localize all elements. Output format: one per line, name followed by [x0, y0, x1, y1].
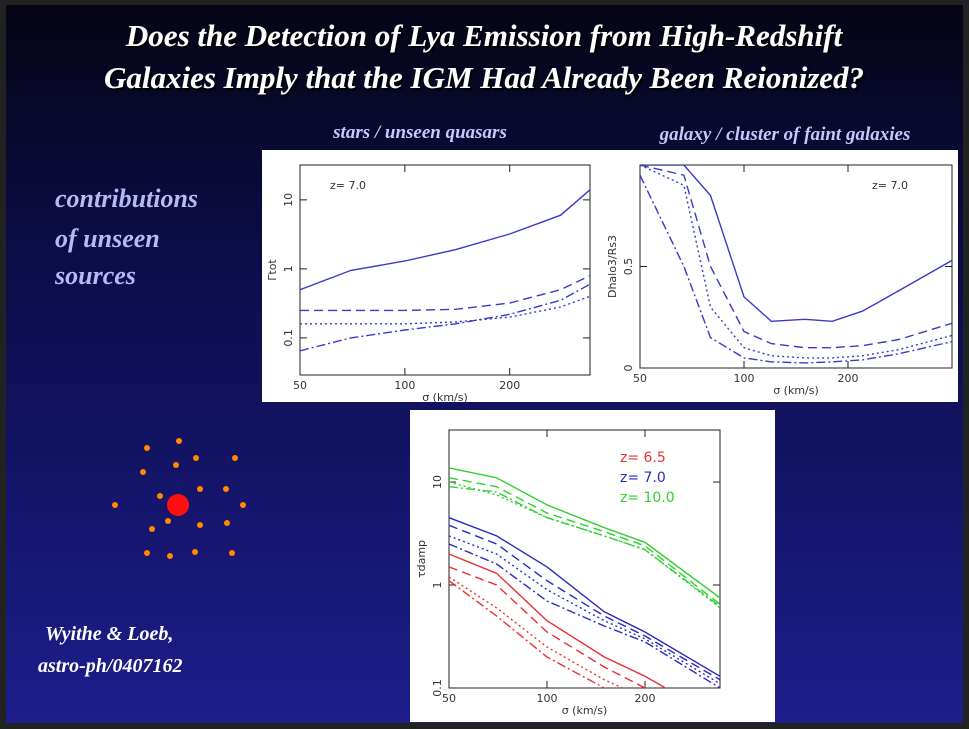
x-tick-label: 50 [633, 372, 647, 385]
data-line [640, 165, 952, 349]
y-tick-label: 1 [431, 582, 444, 589]
data-line [449, 553, 667, 688]
data-line [449, 477, 720, 605]
annotation: z= 7.0 [330, 179, 366, 192]
data-line [449, 517, 720, 677]
annotation: z= 6.5 [620, 450, 666, 466]
x-tick-label: 200 [838, 372, 859, 385]
title: Does the Detection of Lya Emission from … [125, 18, 844, 53]
y-tick-label: 0.5 [622, 258, 635, 276]
y-axis-label: Dhalo3/Rs3 [606, 235, 619, 298]
y-tick-label: 1 [282, 265, 295, 272]
x-tick-label: 200 [499, 379, 520, 392]
data-line [300, 189, 590, 291]
data-line [449, 481, 720, 609]
y-tick-label: 0.1 [282, 329, 295, 347]
citation: Wyithe & Loeb, [45, 623, 173, 645]
y-axis-label: Γtot [266, 259, 279, 281]
x-axis-label: σ (km/s) [562, 704, 608, 717]
annotation: z= 7.0 [872, 179, 908, 192]
y-tick-label: 0.1 [431, 679, 444, 697]
plot: 50 100 200 0.1 1 10 σ (km/s) τdamp z= 6.5 z= 7.0 z… [415, 429, 721, 717]
annotation: z= 7.0 [620, 470, 666, 486]
x-tick-label: 100 [734, 372, 755, 385]
title: Galaxies Imply that the IGM Had Already … [104, 60, 864, 95]
data-line [449, 580, 607, 688]
panel-caption: stars / unseen quasars [332, 122, 507, 143]
data-line [449, 524, 720, 681]
data-line [640, 165, 952, 359]
y-tick-label: 10 [282, 193, 295, 207]
data-line [300, 274, 590, 312]
x-tick-label: 50 [442, 692, 456, 705]
data-line [640, 165, 952, 323]
x-tick-label: 100 [394, 379, 415, 392]
series-group [640, 165, 952, 364]
data-line [449, 566, 647, 688]
x-tick-label: 100 [536, 692, 557, 705]
x-tick-label: 50 [293, 379, 307, 392]
y-axis-label: τdamp [415, 540, 428, 578]
data-line [449, 486, 720, 607]
data-line [640, 174, 952, 364]
panel-caption: galaxy / cluster of faint galaxies [659, 124, 911, 145]
figure-panel [410, 410, 775, 722]
y-tick-label: 0 [622, 365, 635, 372]
plot: 50 100 200 0 0.5 σ (km/s) Dhalo3/Rs3 z= 7.0 [606, 164, 953, 397]
plot: 50 100 200 0.1 1 10 σ (km/s) Γtot z= 7.0 [266, 164, 591, 404]
plot-frame [448, 429, 721, 689]
side-text: sources [54, 261, 136, 290]
y-tick-label: 10 [431, 475, 444, 489]
data-line [449, 467, 720, 599]
data-line [449, 535, 720, 685]
x-axis-label: σ (km/s) [422, 391, 468, 404]
figure-panel [262, 150, 958, 402]
x-axis-label: σ (km/s) [773, 384, 819, 397]
side-text: of unseen [55, 224, 160, 253]
plot-frame [299, 164, 591, 376]
data-line [300, 295, 590, 325]
x-tick-label: 200 [634, 692, 655, 705]
data-line [300, 283, 590, 352]
annotation: z= 10.0 [620, 490, 675, 506]
series-group [449, 467, 720, 688]
side-text: contributions [55, 184, 198, 213]
series-group [300, 189, 590, 352]
source-illustration [112, 438, 246, 559]
citation: astro-ph/0407162 [38, 655, 182, 677]
